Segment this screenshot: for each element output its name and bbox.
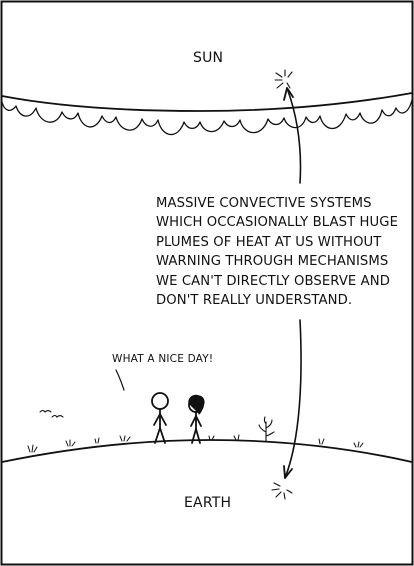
stick-figure-listener [188,394,205,444]
earth-flare-mark [271,482,293,500]
arrow-to-sun [283,87,302,184]
caption-line: MASSIVE CONVECTIVE SYSTEMS [156,196,372,211]
sun-surface [1,92,413,136]
sun-flare-mark [274,69,293,89]
speech-line [115,369,125,391]
caption-line: WE CAN'T DIRECTLY OBSERVE AND [156,273,391,289]
caption-line: WHICH OCCASIONALLY BLAST HUGE [156,215,399,231]
caption-line: PLUMES OF HEAT AT US WITHOUT [156,234,382,250]
earth-horizon [1,439,413,463]
stick-figure-speaker [151,392,169,444]
caption-line: DON'T REALLY UNDERSTAND. [156,293,353,309]
caption-line: WARNING THROUGH MECHANISMS [156,254,389,270]
birds [39,409,64,418]
sun-label: SUN [193,50,224,66]
small-plant [258,416,275,442]
caption-text: MASSIVE CONVECTIVE SYSTEMS WHICH OCCASIO… [156,194,398,310]
speech-text: WHAT A NICE DAY! [112,353,214,365]
arrow-to-earth [283,319,302,479]
earth-label: EARTH [184,495,232,511]
grass-tufts [27,434,364,453]
